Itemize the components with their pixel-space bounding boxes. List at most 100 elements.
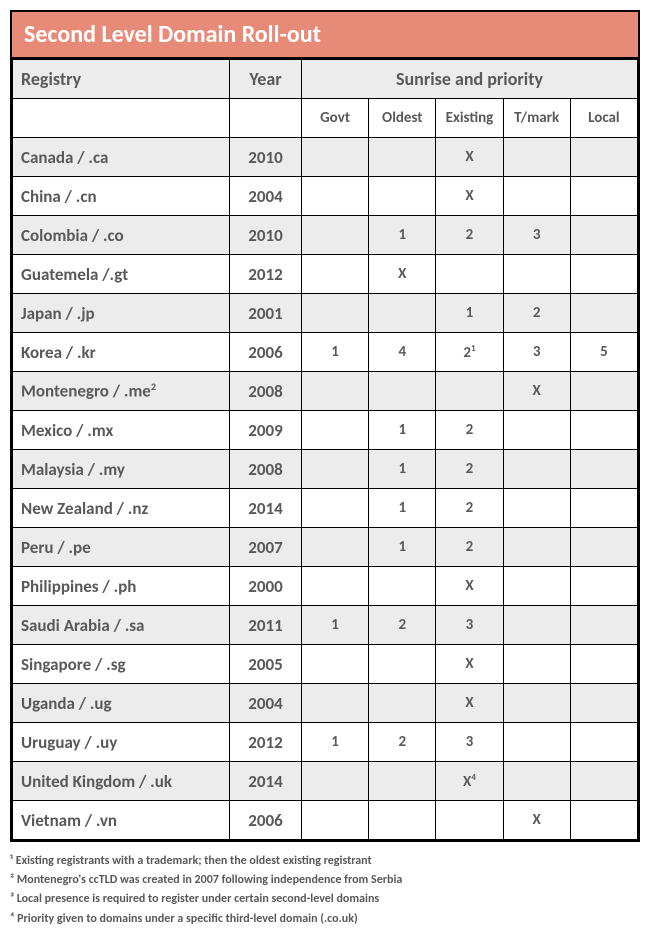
table-row: Colombia / .co2010123	[13, 216, 638, 255]
footnote-2: ² Montenegro's ccTLD was created in 2007…	[10, 871, 640, 890]
col-govt: Govt	[302, 99, 369, 138]
cell-year: 2008	[230, 372, 302, 411]
domain-table: Registry Year Sunrise and priority Govt …	[12, 59, 638, 840]
cell-value	[302, 294, 369, 333]
col-registry-blank	[13, 99, 230, 138]
table-row: Montenegro / .me22008X	[13, 372, 638, 411]
cell-value	[570, 723, 637, 762]
cell-value	[302, 372, 369, 411]
cell-value	[436, 372, 503, 411]
table-row: Guatemela /.gt2012X	[13, 255, 638, 294]
table-row: United Kingdom / .uk2014X4	[13, 762, 638, 801]
cell-value	[302, 450, 369, 489]
cell-value	[503, 411, 570, 450]
cell-value: X	[436, 645, 503, 684]
cell-value: 2	[369, 723, 436, 762]
table-row: Peru / .pe200712	[13, 528, 638, 567]
cell-value	[570, 294, 637, 333]
cell-registry: Guatemela /.gt	[13, 255, 230, 294]
cell-value: 2	[436, 489, 503, 528]
cell-year: 2010	[230, 216, 302, 255]
cell-value	[503, 255, 570, 294]
cell-value	[503, 723, 570, 762]
table-row: Vietnam / .vn2006X	[13, 801, 638, 840]
cell-value	[302, 567, 369, 606]
cell-registry: Singapore / .sg	[13, 645, 230, 684]
cell-registry: Uganda / .ug	[13, 684, 230, 723]
table-row: Philippines / .ph2000X	[13, 567, 638, 606]
cell-value: 1	[369, 411, 436, 450]
cell-value: 3	[503, 216, 570, 255]
cell-year: 2000	[230, 567, 302, 606]
col-registry: Registry	[13, 60, 230, 99]
cell-value	[570, 177, 637, 216]
cell-value	[369, 684, 436, 723]
cell-value	[570, 411, 637, 450]
cell-year: 2014	[230, 489, 302, 528]
cell-value: 5	[570, 333, 637, 372]
cell-value	[570, 450, 637, 489]
cell-value	[436, 801, 503, 840]
cell-value: 1	[369, 489, 436, 528]
cell-registry: Malaysia / .my	[13, 450, 230, 489]
cell-year: 2004	[230, 684, 302, 723]
table-row: New Zealand / .nz2014 12	[13, 489, 638, 528]
col-existing: Existing	[436, 99, 503, 138]
cell-value: 2	[436, 411, 503, 450]
header-row-1: Registry Year Sunrise and priority	[13, 60, 638, 99]
cell-value	[570, 801, 637, 840]
cell-value: 1	[436, 294, 503, 333]
cell-value: 3	[436, 723, 503, 762]
cell-value: X	[369, 255, 436, 294]
cell-value	[302, 489, 369, 528]
header-row-2: Govt Oldest Existing T/mark Local	[13, 99, 638, 138]
col-year: Year	[230, 60, 302, 99]
table-row: Canada / .ca2010X	[13, 138, 638, 177]
cell-registry: Canada / .ca	[13, 138, 230, 177]
cell-value: X	[436, 138, 503, 177]
table-row: Uruguay / .uy2012123	[13, 723, 638, 762]
cell-value	[570, 489, 637, 528]
cell-value: 4	[369, 333, 436, 372]
cell-value	[369, 762, 436, 801]
domain-table-container: Second Level Domain Roll-out Registry Ye…	[10, 10, 640, 842]
col-local: Local	[570, 99, 637, 138]
cell-registry: Korea / .kr	[13, 333, 230, 372]
table-row: Saudi Arabia / .sa2011123	[13, 606, 638, 645]
table-body: Canada / .ca2010XChina / .cn2004XColombi…	[13, 138, 638, 840]
cell-value: 1	[302, 723, 369, 762]
cell-value	[302, 138, 369, 177]
cell-value	[570, 255, 637, 294]
footnotes: ¹ Existing registrants with a trademark;…	[10, 852, 640, 929]
cell-registry: New Zealand / .nz	[13, 489, 230, 528]
cell-value	[369, 801, 436, 840]
cell-value	[369, 372, 436, 411]
cell-year: 2004	[230, 177, 302, 216]
cell-value: X4	[436, 762, 503, 801]
cell-value	[503, 177, 570, 216]
cell-value	[302, 801, 369, 840]
cell-value: 1	[302, 606, 369, 645]
cell-registry: Vietnam / .vn	[13, 801, 230, 840]
cell-value: X	[436, 684, 503, 723]
cell-value	[570, 216, 637, 255]
cell-value	[503, 762, 570, 801]
cell-value	[302, 684, 369, 723]
cell-value: 3	[436, 606, 503, 645]
cell-year: 2009	[230, 411, 302, 450]
cell-value	[503, 684, 570, 723]
cell-value	[570, 372, 637, 411]
table-row: Uganda / .ug2004 X	[13, 684, 638, 723]
cell-value: X	[503, 801, 570, 840]
cell-value: X	[436, 177, 503, 216]
footnote-3: ³ Local presence is required to register…	[10, 890, 640, 909]
cell-year: 2014	[230, 762, 302, 801]
cell-year: 2008	[230, 450, 302, 489]
table-title: Second Level Domain Roll-out	[12, 12, 638, 59]
table-row: Mexico / .mx200912	[13, 411, 638, 450]
cell-value	[503, 450, 570, 489]
cell-year: 2001	[230, 294, 302, 333]
cell-value	[503, 489, 570, 528]
cell-value	[436, 255, 503, 294]
cell-registry: Colombia / .co	[13, 216, 230, 255]
